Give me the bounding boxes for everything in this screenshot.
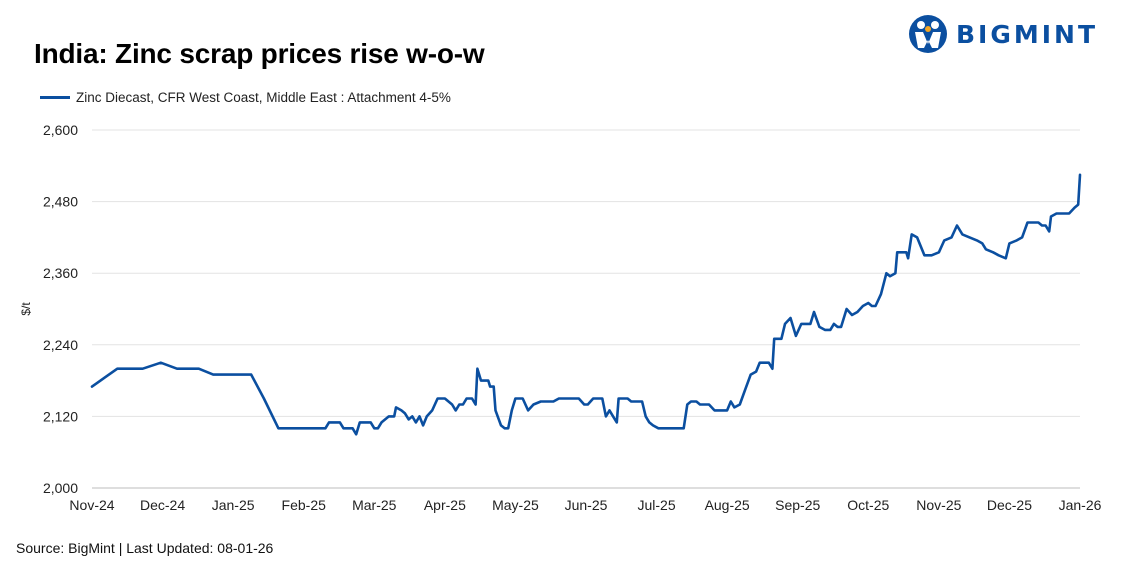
bigmint-logo: BIGMINT [908,14,1098,54]
x-tick-label: Dec-24 [140,497,185,513]
x-tick-label: Dec-25 [987,497,1032,513]
bigmint-people-icon [909,15,947,53]
x-tick-label: Jun-25 [565,497,608,513]
x-tick-label: Feb-25 [282,497,327,513]
y-tick-label: 2,480 [43,194,78,210]
x-tick-label: Apr-25 [424,497,466,513]
x-tick-label: Nov-24 [69,497,114,513]
y-axis-title: $/t [19,302,33,316]
x-tick-label: Sep-25 [775,497,820,513]
legend-label: Zinc Diecast, CFR West Coast, Middle Eas… [76,90,451,105]
x-tick-label: Oct-25 [847,497,889,513]
x-tick-label: May-25 [492,497,539,513]
x-tick-label: Nov-25 [916,497,961,513]
x-tick-label: Jan-26 [1059,497,1102,513]
x-tick-label: Jan-25 [212,497,255,513]
legend: Zinc Diecast, CFR West Coast, Middle Eas… [40,90,451,105]
legend-swatch [40,96,70,99]
series-line [90,173,1082,436]
logo-text: BIGMINT [956,19,1099,49]
y-tick-label: 2,000 [43,480,78,496]
x-tick-label: Jul-25 [638,497,676,513]
chart-title: India: Zinc scrap prices rise w-o-w [34,38,485,69]
y-tick-label: 2,120 [43,408,78,424]
y-tick-label: 2,360 [43,265,78,281]
y-tick-label: 2,240 [43,337,78,353]
x-tick-label: Mar-25 [352,497,397,513]
x-tick-label: Aug-25 [705,497,750,513]
source-note: Source: BigMint | Last Updated: 08-01-26 [16,540,274,556]
y-tick-label: 2,600 [43,122,78,138]
